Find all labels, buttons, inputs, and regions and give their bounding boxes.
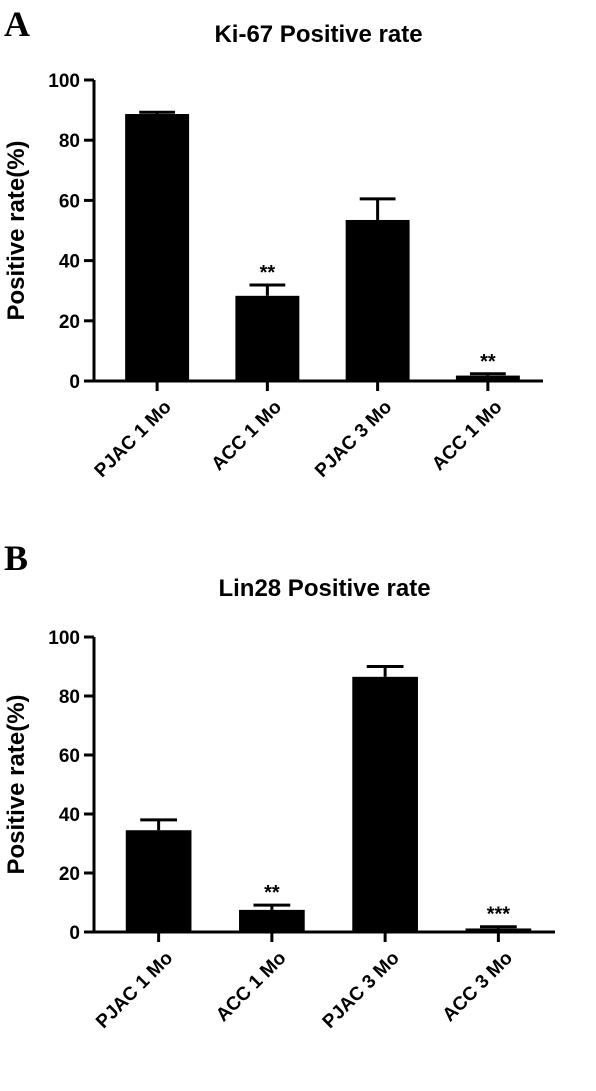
significance-marker: ** bbox=[264, 882, 280, 904]
x-tick-label: PJAC 1 Mo bbox=[91, 397, 176, 482]
panel-label-b: B bbox=[4, 538, 29, 578]
y-tick-label: 0 bbox=[69, 923, 80, 944]
x-tick-label: ACC 1 Mo bbox=[428, 397, 506, 475]
bar bbox=[345, 219, 410, 381]
y-tick-label: 80 bbox=[59, 687, 80, 708]
bar bbox=[125, 114, 190, 381]
chart-title: Ki-67 Positive rate bbox=[214, 21, 422, 48]
lin28-bar-chart: Lin28 Positive rate Positive rate(%) 0 20 40… bbox=[3, 575, 555, 1033]
significance-marker: ** bbox=[260, 262, 276, 284]
panel-label-a: A bbox=[4, 4, 30, 44]
y-tick-label: 20 bbox=[59, 864, 80, 885]
y-tick-label: 40 bbox=[59, 252, 80, 273]
y-tick-label: 100 bbox=[48, 71, 80, 92]
bar bbox=[125, 830, 192, 932]
x-tick-label: ACC 1 Mo bbox=[212, 948, 290, 1026]
y-tick-label: 40 bbox=[59, 805, 80, 826]
y-tick-label: 20 bbox=[59, 312, 80, 333]
chart-title: Lin28 Positive rate bbox=[218, 575, 430, 602]
bar bbox=[465, 928, 532, 932]
y-axis-label: Positive rate(%) bbox=[3, 694, 30, 874]
y-tick-label: 0 bbox=[69, 372, 80, 393]
significance-marker: *** bbox=[487, 904, 511, 926]
y-tick-label: 100 bbox=[48, 628, 80, 649]
x-tick-label: ACC 1 Mo bbox=[208, 397, 286, 475]
significance-marker: ** bbox=[480, 351, 496, 373]
x-tick-label: PJAC 3 Mo bbox=[319, 948, 404, 1033]
y-tick-label: 60 bbox=[59, 746, 80, 767]
x-tick-label: PJAC 3 Mo bbox=[311, 397, 396, 482]
x-tick-label: ACC 3 Mo bbox=[439, 948, 517, 1026]
ki67-bar-chart: Ki-67 Positive rate Positive rate(%) 0 20 40… bbox=[3, 21, 543, 482]
y-tick-label: 80 bbox=[59, 131, 80, 152]
bar bbox=[239, 909, 305, 932]
y-tick-label: 60 bbox=[59, 191, 80, 212]
bar bbox=[352, 676, 418, 932]
bar bbox=[455, 375, 520, 381]
bar bbox=[235, 295, 300, 381]
y-axis-label: Positive rate(%) bbox=[3, 140, 30, 320]
x-tick-label: PJAC 1 Mo bbox=[92, 948, 177, 1033]
